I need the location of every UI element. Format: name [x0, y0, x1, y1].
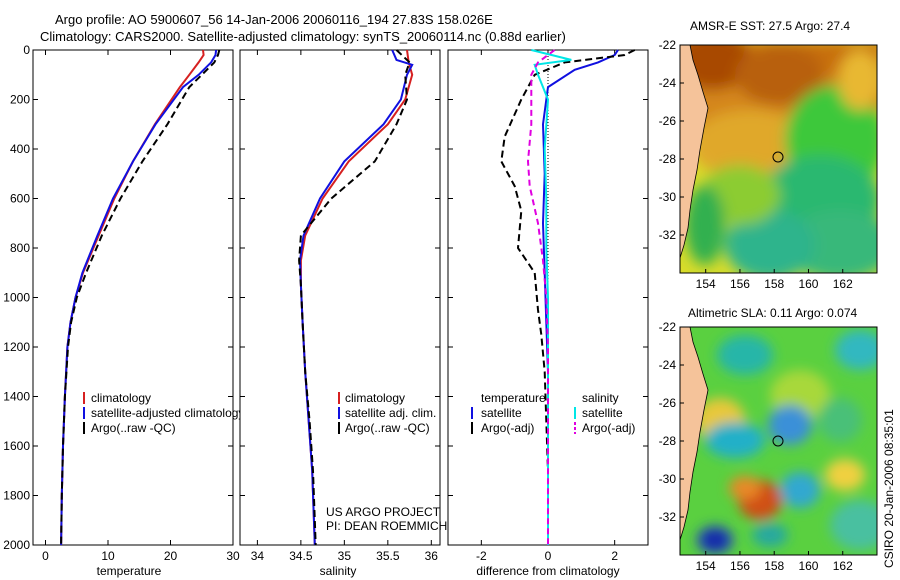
map-x-tick-label: 160: [798, 559, 818, 573]
x-tick-label: 36: [425, 549, 439, 563]
salinity-axes-frame: [239, 49, 441, 546]
map-y-tick-label: -26: [659, 396, 677, 410]
x-tick-label: 2: [611, 549, 618, 563]
figure-title-line1: Argo profile: AO 5900607_56 14-Jan-2006 …: [55, 12, 493, 27]
x-tick-label: -2: [476, 549, 487, 563]
x-tick-label: 10: [101, 549, 115, 563]
land-mass: [680, 327, 709, 541]
series-line-argo: [60, 49, 221, 546]
argo-float-marker: [772, 151, 784, 163]
legend-label-climatology: climatology: [345, 391, 405, 405]
sst-map-panel: AMSR-E SST: 27.5 Argo: 27.4 154 156 158 160: [659, 19, 878, 291]
map-y-tick-label: -22: [659, 320, 677, 334]
map-y-tick-label: -32: [659, 510, 677, 524]
map-y-tick-label: -30: [659, 190, 677, 204]
x-tick-label: 30: [226, 549, 240, 563]
side-credit: CSIRO 20-Jan-2006 08:35:01: [882, 409, 896, 568]
map-y-tick-label: -24: [659, 76, 677, 90]
y-tick-label: 1400: [3, 390, 30, 404]
legend-label-temp-satellite: satellite: [481, 406, 522, 420]
salinity-panel: 34 34.5 35 35.5 36 salinity climatology sate…: [239, 49, 447, 578]
map-x-tick-label: 160: [798, 277, 818, 291]
principal-investigator: PI: DEAN ROEMMICH: [326, 519, 447, 533]
x-tick-label: 35: [338, 549, 352, 563]
y-tick-label: 1600: [3, 439, 30, 453]
temperature-panel: 0 10 20 30 0 200 400 600 800 1000 1200 1400 1600 1800…: [3, 43, 244, 578]
sst-field: [680, 45, 877, 273]
y-tick-label: 400: [10, 142, 30, 156]
map-x-tick-label: 162: [833, 277, 853, 291]
temperature-axes-frame: [32, 49, 234, 546]
difference-legend: temperature satellite Argo(-adj) salinit…: [471, 391, 635, 435]
map-x-tick-label: 156: [730, 559, 750, 573]
x-tick-label: 35.5: [376, 549, 400, 563]
legend-heading-temperature: temperature: [481, 391, 546, 405]
x-tick-label: 20: [164, 549, 178, 563]
map-x-tick-label: 158: [764, 277, 784, 291]
map-y-tick-label: -22: [659, 38, 677, 52]
map-x-tick-label: 154: [696, 277, 716, 291]
legend-label-sal-argo: Argo(-adj): [582, 421, 635, 435]
map-y-tick-label: -26: [659, 114, 677, 128]
legend-label-sal-satellite: satellite: [582, 406, 623, 420]
land-mass: [680, 45, 709, 259]
y-tick-label: 1000: [3, 291, 30, 305]
sla-map-title: Altimetric SLA: 0.11 Argo: 0.074: [688, 306, 858, 320]
map-y-tick-label: -30: [659, 472, 677, 486]
x-tick-label: 34.5: [289, 549, 313, 563]
map-x-tick-label: 158: [764, 559, 784, 573]
legend-label-argo: Argo(..raw -QC): [91, 421, 176, 435]
map-y-tick-label: -28: [659, 152, 677, 166]
argo-float-marker: [772, 435, 784, 447]
series-line-salinity-argo: [526, 49, 556, 545]
y-tick-label: 200: [10, 93, 30, 107]
sla-map-panel: Altimetric SLA: 0.11 Argo: 0.074: [659, 306, 878, 573]
y-tick-label: 800: [10, 241, 30, 255]
map-x-tick-label: 156: [730, 277, 750, 291]
y-tick-label: 2000: [3, 538, 30, 552]
series-line-satellite: [60, 49, 218, 546]
series-line-satellite: [298, 49, 414, 546]
series-line-argo: [298, 49, 411, 546]
y-tick-label: 600: [10, 192, 30, 206]
salinity-legend: climatology satellite adj. clim. Argo(..…: [338, 391, 436, 435]
map-y-tick-label: -24: [659, 358, 677, 372]
difference-xlabel: difference from climatology: [476, 564, 619, 578]
y-tick-label: 1200: [3, 340, 30, 354]
y-tick-label: 1800: [3, 489, 30, 503]
temperature-legend: climatology satellite-adjusted climatolo…: [83, 391, 244, 435]
legend-label-climatology: climatology: [91, 391, 151, 405]
difference-panel: -2 0 2 difference from climatology tempera…: [447, 49, 649, 578]
project-name: US ARGO PROJECT: [326, 505, 441, 519]
map-y-tick-label: -32: [659, 228, 677, 242]
map-x-tick-label: 154: [696, 559, 716, 573]
temperature-xlabel: temperature: [97, 564, 162, 578]
map-x-tick-label: 162: [833, 559, 853, 573]
sla-field: [680, 327, 877, 555]
figure-title-line2: Climatology: CARS2000. Satellite-adjuste…: [40, 29, 566, 44]
salinity-xlabel: salinity: [320, 564, 357, 578]
y-tick-label: 0: [23, 43, 30, 57]
legend-label-temp-argo: Argo(-adj): [481, 421, 534, 435]
legend-heading-salinity: salinity: [582, 391, 619, 405]
sst-map-title: AMSR-E SST: 27.5 Argo: 27.4: [690, 19, 850, 33]
legend-label-satellite: satellite-adjusted climatology: [91, 406, 244, 420]
series-line-temperature-argo: [500, 49, 636, 545]
map-y-tick-label: -28: [659, 434, 677, 448]
x-tick-label: 34: [251, 549, 265, 563]
legend-label-satellite: satellite adj. clim.: [345, 406, 436, 420]
x-tick-label: 0: [42, 549, 49, 563]
legend-label-argo: Argo(..raw -QC): [345, 421, 430, 435]
x-tick-label: 0: [545, 549, 552, 563]
